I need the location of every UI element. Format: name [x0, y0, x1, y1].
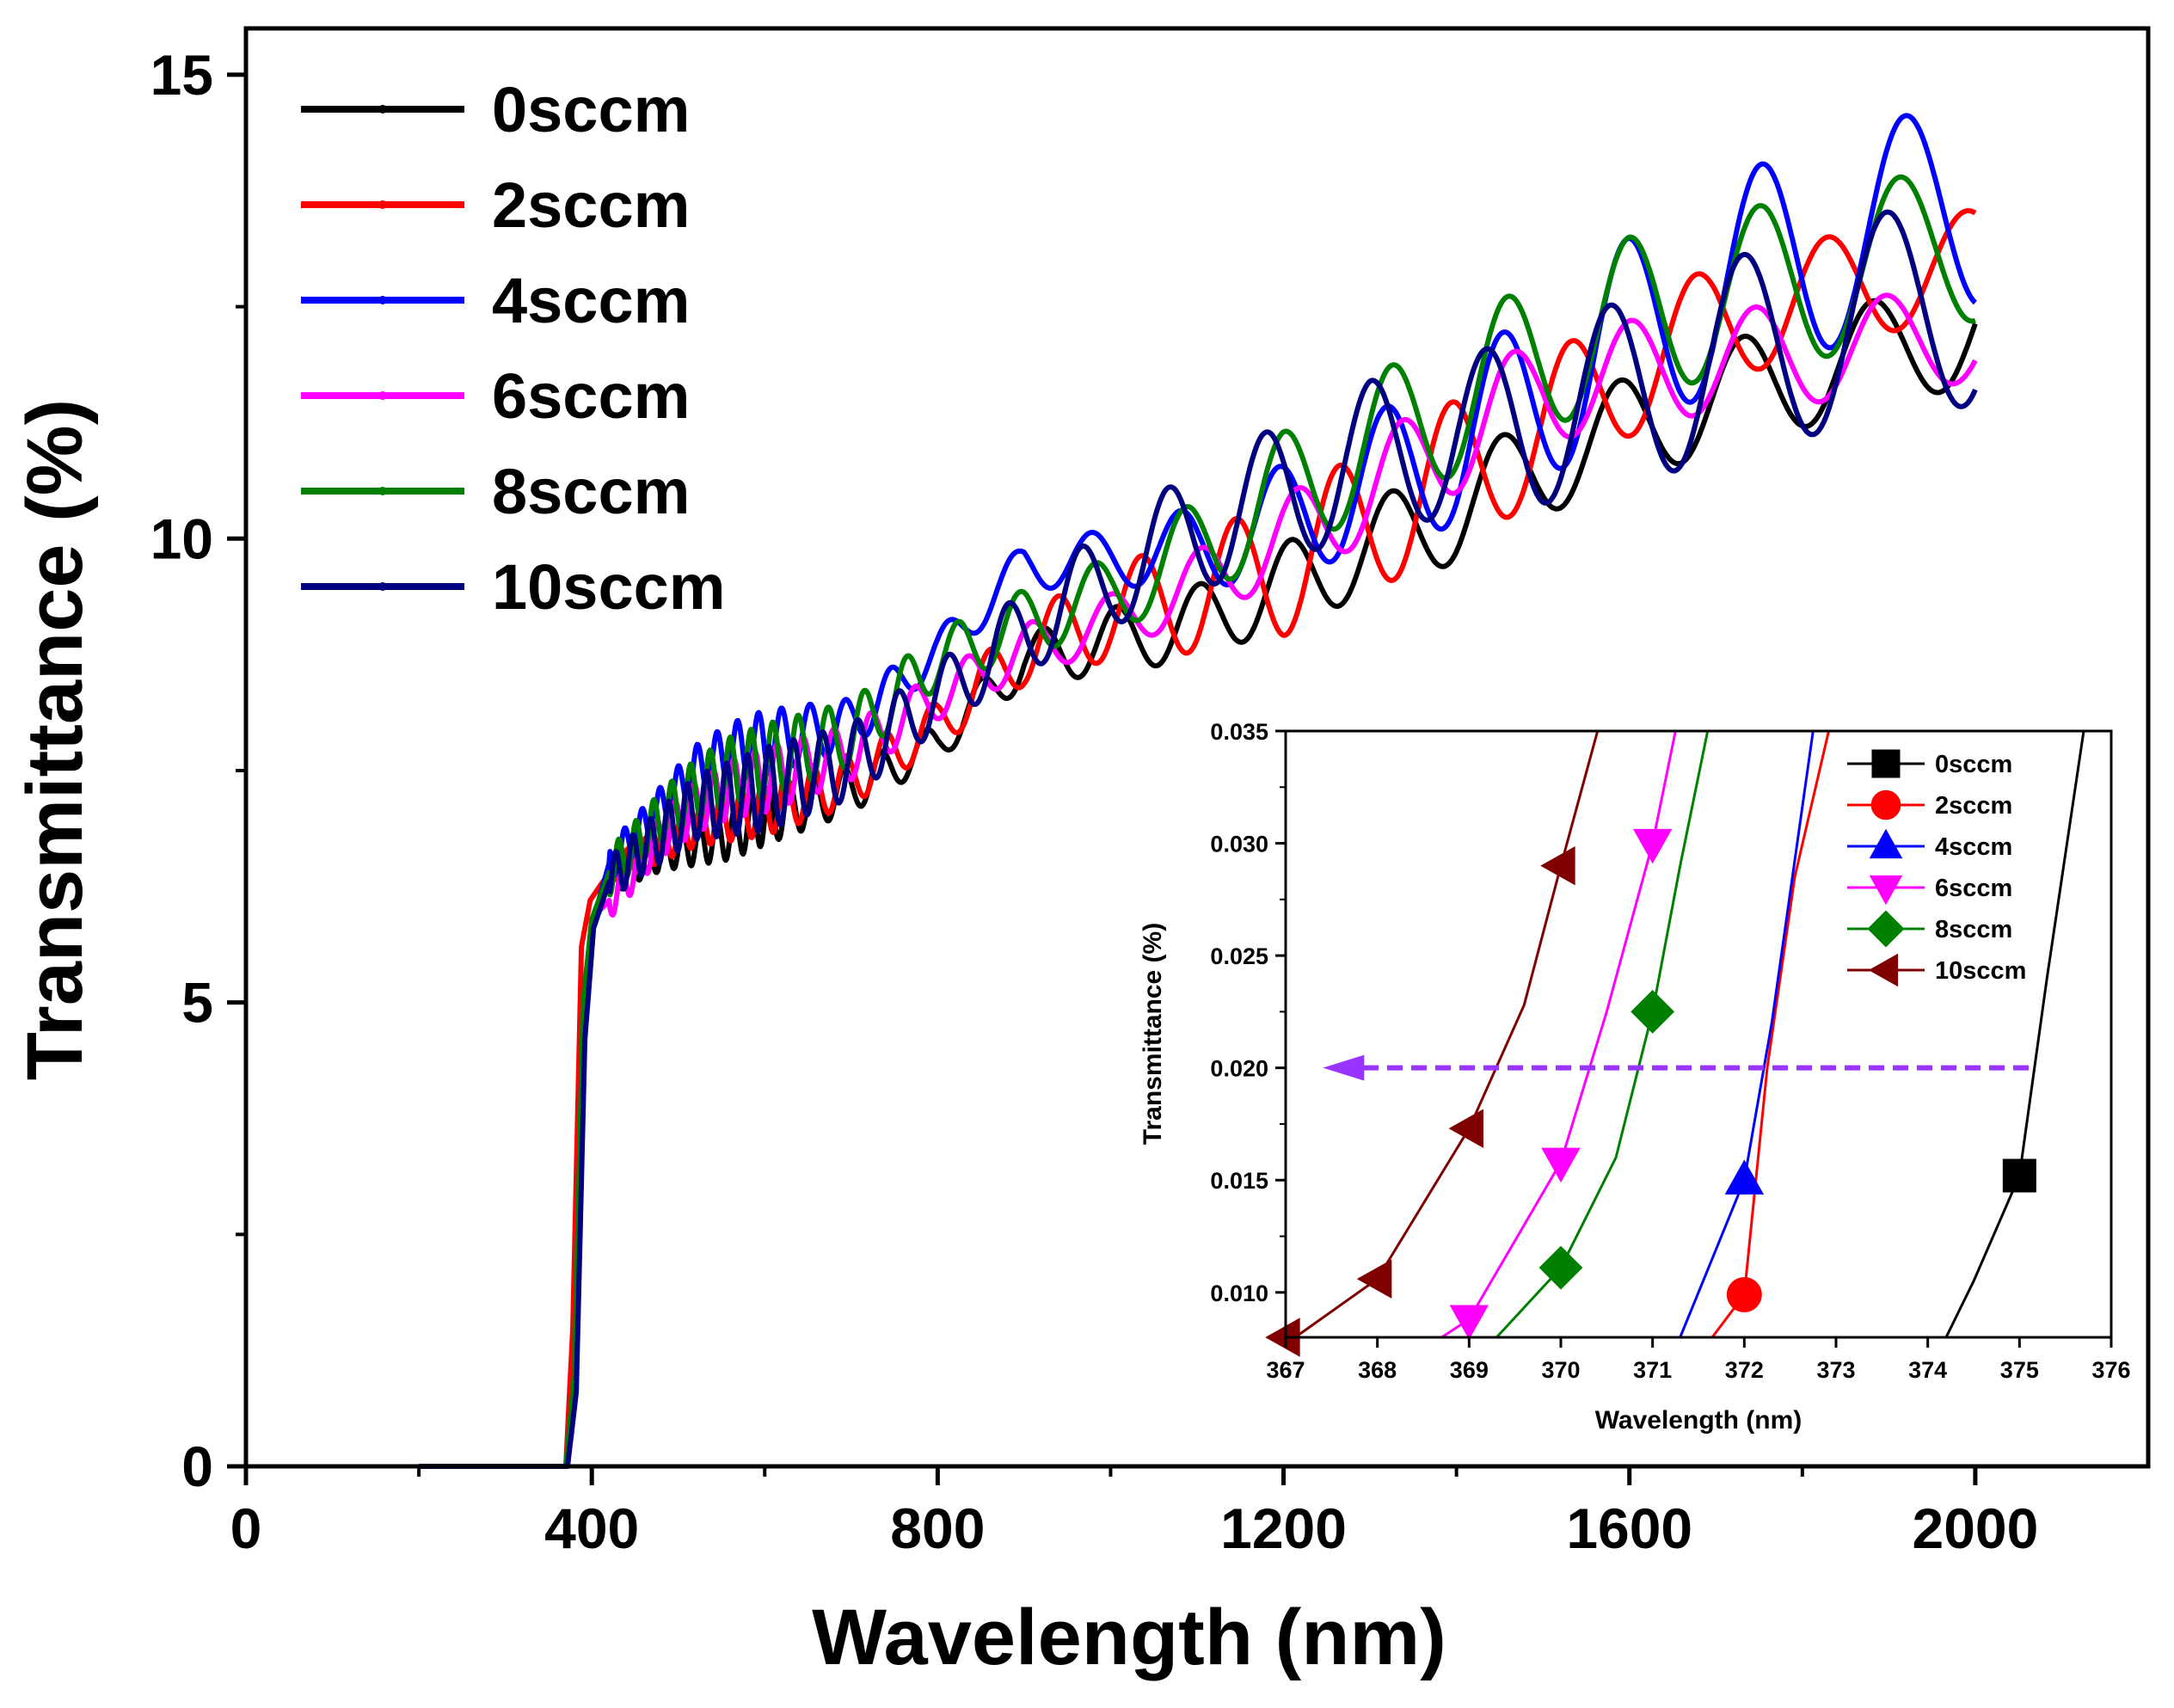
inset-axis-ticks: 367 368 369 370 371 372 373 374 375 376 0.010 0.015… [1210, 719, 2130, 1383]
inset-legend-label: 2sccm [1935, 792, 2012, 820]
main-y-tick-label: 15 [150, 43, 213, 107]
inset-x-tick-label: 369 [1450, 1357, 1489, 1383]
main-x-tick-label: 800 [890, 1496, 985, 1560]
main-legend-label: 8sccm [492, 456, 690, 527]
inset-x-tick-label: 371 [1633, 1357, 1672, 1383]
inset-x-tick-label: 374 [1908, 1357, 1947, 1383]
main-legend-label: 6sccm [492, 360, 690, 432]
main-x-tick-label: 2000 [1912, 1496, 2038, 1560]
main-legend-label: 10sccm [492, 551, 726, 623]
inset-legend-marker [1867, 910, 1905, 948]
inset-y-tick-label: 0.010 [1210, 1281, 1268, 1306]
inset-data-marker-6sccm [1632, 828, 1673, 864]
main-x-tick-label: 1200 [1220, 1496, 1347, 1560]
inset-y-tick-label: 0.025 [1210, 943, 1268, 969]
inset-y-tick-label: 0.035 [1210, 719, 1268, 745]
inset-x-tick-label: 376 [2091, 1357, 2130, 1383]
main-x-axis-label: Wavelength (nm) [812, 1594, 1446, 1681]
main-series-line-10sccm [417, 209, 1978, 1469]
main-legend-label: 0sccm [492, 74, 690, 145]
main-x-tick-label: 1600 [1566, 1496, 1692, 1560]
inset-data-marker-10sccm [1540, 845, 1575, 886]
main-y-axis-label: Transmittance (%) [11, 399, 99, 1080]
inset-x-tick-label: 367 [1266, 1357, 1305, 1383]
inset-series-line-8sccm [1495, 730, 1710, 1339]
main-x-tick-label: 400 [544, 1496, 639, 1560]
inset-legend-label: 8sccm [1935, 916, 2012, 943]
inset-legend-label: 10sccm [1935, 957, 2026, 985]
inset-series-lines [1265, 730, 2085, 1357]
inset-y-axis-label: Transmittance (%) [1139, 923, 1167, 1145]
inset-series-line-2sccm [1710, 730, 1830, 1338]
inset-y-tick-label: 0.015 [1210, 1168, 1268, 1194]
inset-data-marker-8sccm [1538, 1245, 1583, 1290]
inset-data-marker-6sccm [1541, 1147, 1581, 1183]
inset-background [1278, 727, 2112, 1342]
main-legend-label: 2sccm [492, 169, 690, 241]
inset-data-marker-10sccm [1356, 1259, 1392, 1299]
main-legend-label: 4sccm [492, 265, 690, 336]
inset-legend-marker [1868, 953, 1899, 987]
inset-x-axis-label: Wavelength (nm) [1595, 1406, 1802, 1435]
main-chart: 0 400 800 1200 1600 2000 0 5 10 15 Wavelength (nm… [11, 26, 2151, 1681]
main-plot-frame [243, 26, 2151, 1469]
inset-data-marker-4sccm [1724, 1159, 1765, 1195]
inset-legend-label: 0sccm [1935, 751, 2012, 778]
inset-legend-marker [1870, 789, 1901, 820]
main-legend: 0sccm 2sccm 4sccm 6sccm 8sccm 10sccm [301, 74, 726, 623]
inset-data-marker-8sccm [1630, 989, 1675, 1034]
main-legend-marker [378, 200, 387, 209]
inset-legend: 0sccm 2sccm 4sccm 6sccm 8sccm 10sccm [1847, 749, 2026, 987]
main-x-tick-label: 0 [230, 1496, 262, 1560]
inset-data-marker-2sccm [1726, 1276, 1762, 1312]
main-legend-marker [378, 105, 387, 114]
inset-data-marker-10sccm [1448, 1109, 1483, 1148]
inset-legend-label: 4sccm [1935, 833, 2012, 861]
inset-legend-marker [1869, 875, 1903, 906]
main-y-tick-label: 10 [150, 507, 213, 570]
inset-legend-marker [1871, 749, 1901, 778]
inset-x-tick-label: 375 [2000, 1357, 2039, 1383]
inset-plot-frame [1284, 729, 2113, 1339]
inset-y-tick-label: 0.020 [1210, 1056, 1268, 1082]
main-series-lines [417, 113, 1978, 1469]
inset-x-tick-label: 368 [1358, 1357, 1397, 1383]
inset-legend-label: 6sccm [1935, 875, 2012, 902]
inset-data-marker-6sccm [1449, 1305, 1489, 1340]
inset-data-marker-0sccm [2002, 1158, 2036, 1193]
inset-chart: 367 368 369 370 371 372 373 374 375 376 0.010 0.015… [1139, 719, 2131, 1435]
inset-x-tick-label: 370 [1541, 1357, 1580, 1383]
inset-x-tick-label: 372 [1725, 1357, 1764, 1383]
main-y-tick-label: 0 [181, 1435, 213, 1498]
main-legend-marker [378, 391, 387, 400]
inset-dashed-arrow [1323, 1054, 2029, 1081]
inset-legend-marker [1869, 828, 1903, 859]
main-legend-marker [378, 582, 387, 591]
main-y-tick-label: 5 [181, 971, 213, 1035]
inset-y-tick-label: 0.030 [1210, 832, 1268, 857]
inset-x-tick-label: 373 [1816, 1357, 1855, 1383]
main-legend-marker [378, 487, 387, 495]
main-axis-ticks: 0 400 800 1200 1600 2000 0 5 10 15 [150, 43, 2039, 1560]
main-legend-marker [378, 296, 387, 304]
inset-arrow-head [1323, 1054, 1365, 1081]
